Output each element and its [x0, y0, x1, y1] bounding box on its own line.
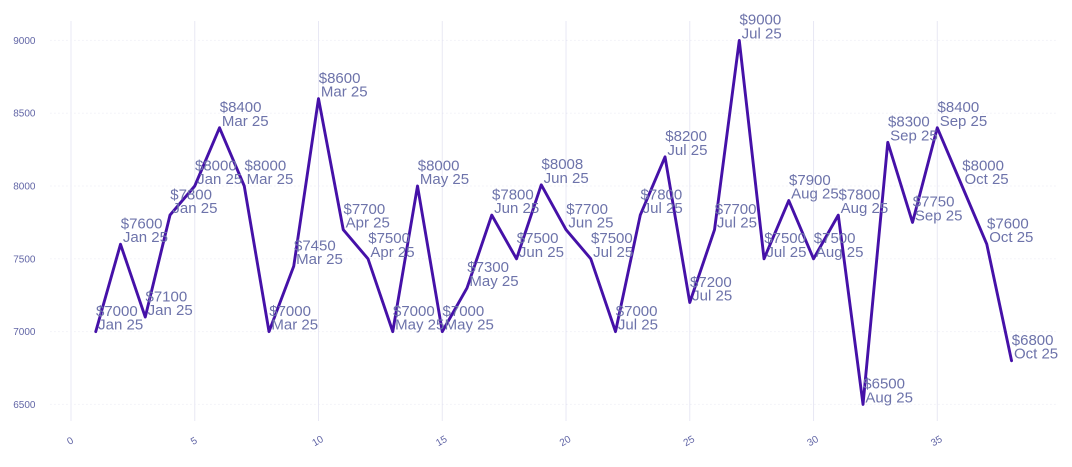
- svg-text:$7800: $7800: [170, 186, 212, 203]
- svg-text:$7500: $7500: [764, 230, 806, 247]
- svg-text:6500: 6500: [13, 400, 36, 411]
- svg-text:Jul 25: Jul 25: [692, 287, 732, 304]
- svg-text:Aug 25: Aug 25: [791, 186, 839, 203]
- svg-text:$9000: $9000: [740, 12, 782, 29]
- svg-text:35: 35: [929, 434, 945, 449]
- svg-text:$8600: $8600: [319, 70, 361, 87]
- svg-text:$7500: $7500: [814, 230, 856, 247]
- svg-text:7000: 7000: [13, 327, 36, 338]
- svg-text:9000: 9000: [13, 36, 36, 47]
- svg-text:$7600: $7600: [987, 216, 1029, 233]
- svg-text:$7000: $7000: [393, 303, 435, 320]
- svg-text:5: 5: [189, 435, 200, 448]
- svg-text:Jun 25: Jun 25: [494, 200, 539, 217]
- svg-text:Oct 25: Oct 25: [1014, 346, 1058, 363]
- svg-text:$7800: $7800: [641, 186, 683, 203]
- svg-text:Apr 25: Apr 25: [370, 244, 414, 261]
- svg-text:Sep 25: Sep 25: [940, 113, 988, 130]
- svg-text:$8000: $8000: [418, 157, 460, 174]
- svg-text:$7800: $7800: [492, 186, 534, 203]
- svg-text:25: 25: [682, 434, 698, 449]
- svg-text:Oct 25: Oct 25: [964, 171, 1008, 188]
- svg-text:Aug 25: Aug 25: [841, 200, 889, 217]
- svg-text:Sep 25: Sep 25: [915, 207, 963, 224]
- svg-text:7500: 7500: [13, 254, 36, 265]
- svg-text:$7900: $7900: [789, 172, 831, 189]
- svg-text:$7500: $7500: [591, 230, 633, 247]
- svg-text:Jan 25: Jan 25: [148, 302, 193, 319]
- svg-text:May 25: May 25: [469, 273, 518, 290]
- svg-text:$7750: $7750: [913, 194, 955, 211]
- svg-text:Apr 25: Apr 25: [346, 215, 390, 232]
- svg-text:Oct 25: Oct 25: [989, 229, 1033, 246]
- svg-text:$8000: $8000: [962, 157, 1004, 174]
- svg-text:$6800: $6800: [1012, 332, 1054, 349]
- svg-text:Jan 25: Jan 25: [98, 317, 143, 334]
- svg-text:May 25: May 25: [445, 317, 494, 334]
- svg-text:$7300: $7300: [467, 259, 509, 276]
- svg-text:$8400: $8400: [938, 99, 980, 116]
- svg-text:Aug 25: Aug 25: [865, 389, 913, 406]
- svg-text:$8300: $8300: [888, 114, 930, 131]
- svg-text:10: 10: [310, 434, 326, 449]
- svg-text:$8008: $8008: [542, 156, 584, 173]
- svg-text:$7450: $7450: [294, 237, 336, 254]
- svg-text:$7500: $7500: [517, 230, 559, 247]
- svg-text:$7100: $7100: [146, 288, 188, 305]
- svg-text:20: 20: [558, 434, 574, 449]
- svg-text:$7700: $7700: [715, 201, 757, 218]
- svg-text:$8400: $8400: [220, 99, 262, 116]
- svg-text:$7700: $7700: [344, 201, 386, 218]
- svg-text:Mar 25: Mar 25: [247, 171, 294, 188]
- svg-text:$7000: $7000: [269, 303, 311, 320]
- svg-text:$8000: $8000: [245, 157, 287, 174]
- svg-text:Jan 25: Jan 25: [123, 229, 168, 246]
- svg-text:Jun 25: Jun 25: [568, 215, 613, 232]
- svg-text:15: 15: [434, 434, 450, 449]
- svg-text:Aug 25: Aug 25: [816, 244, 864, 261]
- svg-text:0: 0: [65, 435, 76, 448]
- svg-text:Mar 25: Mar 25: [321, 84, 368, 101]
- svg-text:May 25: May 25: [395, 317, 444, 334]
- svg-text:Jan 25: Jan 25: [172, 200, 217, 217]
- svg-text:$7000: $7000: [616, 303, 658, 320]
- svg-text:Jul 25: Jul 25: [667, 142, 707, 159]
- svg-text:Jul 25: Jul 25: [742, 25, 782, 42]
- svg-text:$7700: $7700: [566, 201, 608, 218]
- svg-text:8000: 8000: [13, 182, 36, 193]
- svg-text:Jul 25: Jul 25: [618, 317, 658, 334]
- svg-text:8500: 8500: [13, 109, 36, 120]
- svg-text:Jul 25: Jul 25: [766, 244, 806, 261]
- svg-text:$8000: $8000: [195, 157, 237, 174]
- svg-text:Jun 25: Jun 25: [519, 244, 564, 261]
- svg-text:Jul 25: Jul 25: [717, 215, 757, 232]
- svg-text:Mar 25: Mar 25: [222, 113, 269, 130]
- svg-text:Jan 25: Jan 25: [197, 171, 242, 188]
- svg-text:30: 30: [806, 434, 822, 449]
- svg-text:Mar 25: Mar 25: [296, 251, 343, 268]
- svg-text:$7000: $7000: [443, 303, 485, 320]
- svg-text:Jul 25: Jul 25: [643, 200, 683, 217]
- svg-text:$7600: $7600: [121, 216, 163, 233]
- svg-text:$6500: $6500: [863, 376, 905, 393]
- svg-text:May 25: May 25: [420, 171, 469, 188]
- svg-text:Jun 25: Jun 25: [544, 170, 589, 187]
- svg-text:$8200: $8200: [665, 128, 707, 145]
- svg-text:$7500: $7500: [368, 230, 410, 247]
- svg-text:Sep 25: Sep 25: [890, 127, 938, 144]
- svg-text:$7800: $7800: [839, 186, 881, 203]
- svg-text:Mar 25: Mar 25: [271, 317, 318, 334]
- svg-text:$7200: $7200: [690, 274, 732, 291]
- svg-text:Jul 25: Jul 25: [593, 244, 633, 261]
- svg-text:$7000: $7000: [96, 303, 138, 320]
